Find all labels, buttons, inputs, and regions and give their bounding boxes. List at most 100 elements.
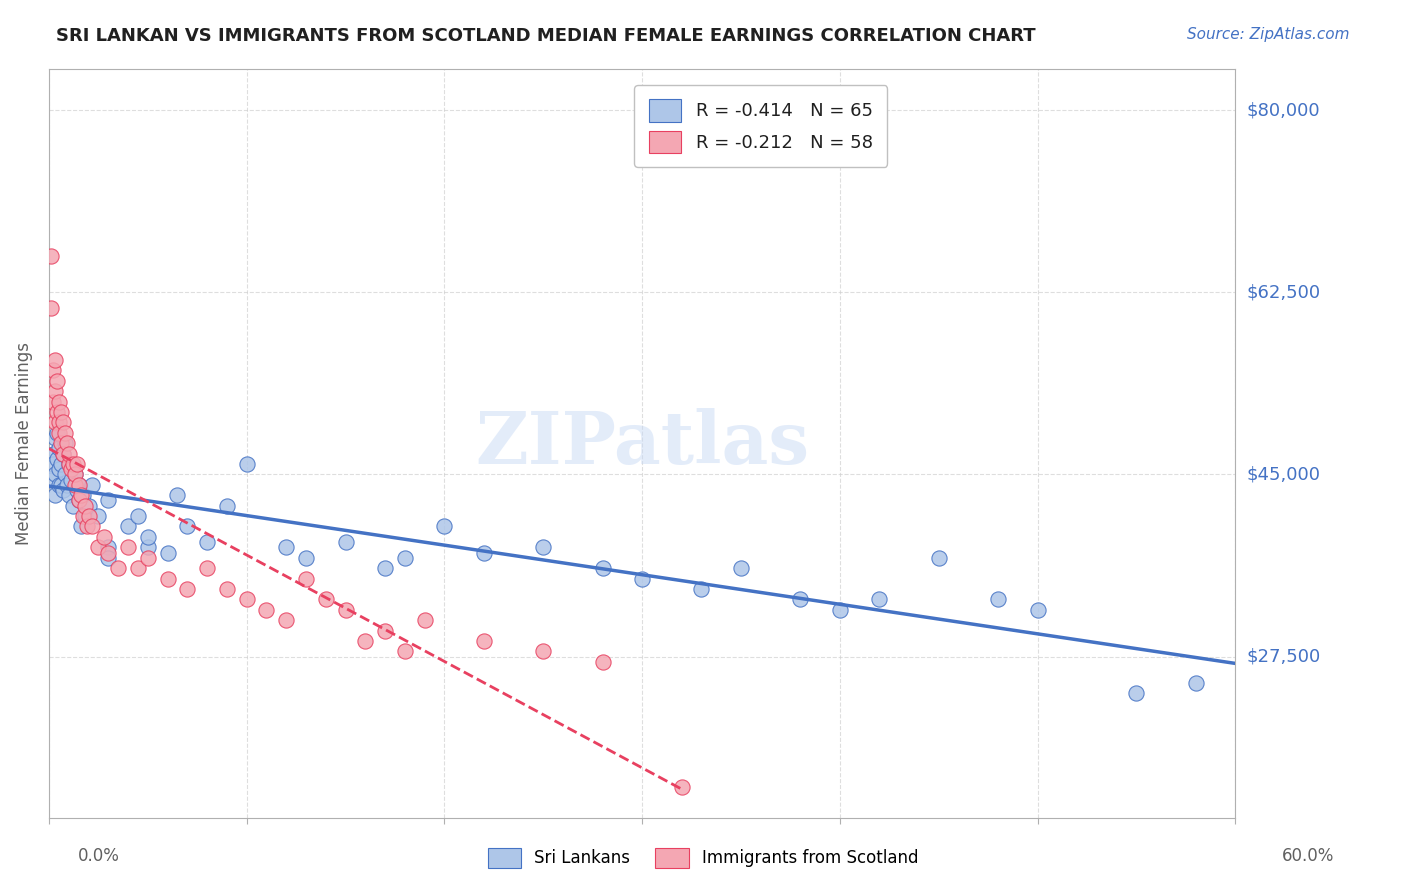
Y-axis label: Median Female Earnings: Median Female Earnings [15, 342, 32, 545]
Point [49, 457, 72, 471]
Point [48, 478, 70, 492]
Point [44, 353, 66, 368]
Point [592, 655, 614, 669]
Point [256, 603, 278, 617]
Point [472, 545, 495, 559]
Point [48, 416, 70, 430]
Point [215, 499, 238, 513]
Point [69, 488, 91, 502]
Point [374, 561, 396, 575]
Point [531, 644, 554, 658]
Point [39, 473, 62, 487]
Point [1125, 686, 1147, 700]
Point [73, 509, 96, 524]
Point [62, 457, 84, 471]
Point [42, 363, 65, 377]
Point [354, 634, 377, 648]
Point [82, 478, 104, 492]
Point [235, 592, 257, 607]
Point [53, 467, 76, 482]
Legend: Sri Lankans, Immigrants from Scotland: Sri Lankans, Immigrants from Scotland [481, 841, 925, 875]
Point [63, 478, 86, 492]
Point [69, 519, 91, 533]
Point [58, 457, 80, 471]
Point [671, 780, 693, 794]
Point [531, 541, 554, 555]
Point [52, 483, 75, 497]
Point [82, 519, 104, 533]
Point [53, 436, 76, 450]
Point [433, 519, 456, 533]
Point [93, 530, 115, 544]
Point [77, 509, 100, 524]
Point [63, 467, 86, 482]
Point [276, 613, 298, 627]
Point [136, 550, 159, 565]
Point [690, 582, 713, 596]
Point [156, 572, 179, 586]
Point [107, 561, 129, 575]
Point [97, 541, 120, 555]
Point [987, 592, 1010, 607]
Point [58, 457, 80, 471]
Point [631, 572, 654, 586]
Point [42, 447, 65, 461]
Point [72, 509, 94, 524]
Text: 0.0%: 0.0% [77, 847, 120, 865]
Point [176, 582, 198, 596]
Point [44, 384, 66, 399]
Point [156, 545, 179, 559]
Point [48, 442, 70, 456]
Point [45, 425, 67, 440]
Point [44, 416, 66, 430]
Point [44, 488, 66, 502]
Point [58, 488, 80, 502]
Point [66, 483, 89, 497]
Point [67, 493, 90, 508]
Point [53, 425, 76, 440]
Text: $80,000: $80,000 [1247, 101, 1320, 120]
Point [42, 457, 65, 471]
Point [127, 509, 149, 524]
Point [44, 431, 66, 445]
Text: ZIPatlas: ZIPatlas [475, 408, 810, 479]
Point [335, 535, 357, 549]
Text: $27,500: $27,500 [1247, 648, 1320, 665]
Point [72, 488, 94, 502]
Point [315, 592, 337, 607]
Point [87, 541, 110, 555]
Point [42, 394, 65, 409]
Point [55, 478, 77, 492]
Point [49, 436, 72, 450]
Point [45, 374, 67, 388]
Point [45, 451, 67, 466]
Text: Source: ZipAtlas.com: Source: ZipAtlas.com [1187, 27, 1350, 42]
Point [48, 462, 70, 476]
Point [117, 541, 139, 555]
Point [868, 592, 890, 607]
Point [55, 436, 77, 450]
Point [276, 541, 298, 555]
Point [335, 603, 357, 617]
Text: 60.0%: 60.0% [1281, 847, 1334, 865]
Point [394, 644, 416, 658]
Point [52, 447, 75, 461]
Point [127, 561, 149, 575]
Point [62, 499, 84, 513]
Point [1184, 675, 1206, 690]
Legend: R = -0.414   N = 65, R = -0.212   N = 58: R = -0.414 N = 65, R = -0.212 N = 58 [634, 85, 887, 167]
Point [413, 613, 436, 627]
Point [195, 561, 218, 575]
Point [374, 624, 396, 638]
Text: $45,000: $45,000 [1247, 466, 1320, 483]
Point [67, 478, 90, 492]
Point [117, 519, 139, 533]
Point [394, 550, 416, 565]
Point [52, 447, 75, 461]
Text: SRI LANKAN VS IMMIGRANTS FROM SCOTLAND MEDIAN FEMALE EARNINGS CORRELATION CHART: SRI LANKAN VS IMMIGRANTS FROM SCOTLAND M… [56, 27, 1036, 45]
Point [1026, 603, 1049, 617]
Point [49, 478, 72, 492]
Point [59, 473, 82, 487]
Point [67, 478, 90, 492]
Point [235, 457, 257, 471]
